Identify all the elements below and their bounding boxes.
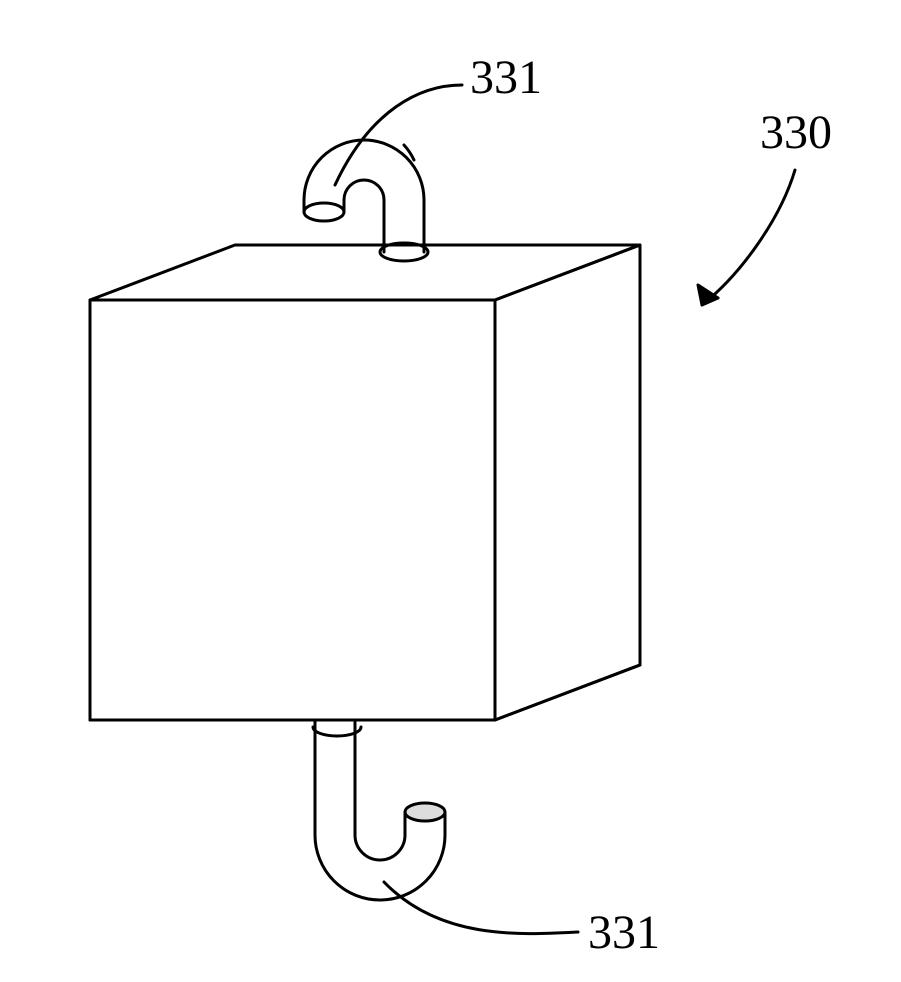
top-hook <box>304 140 424 252</box>
label-330: 330 <box>760 105 832 160</box>
figure-container: 331 330 331 <box>0 0 901 982</box>
label-331-bottom: 331 <box>588 905 660 960</box>
leader-330 <box>698 170 795 305</box>
label-331-top: 331 <box>470 50 542 105</box>
leader-331-top <box>335 85 462 185</box>
block <box>90 243 640 720</box>
bottom-hook <box>313 722 445 900</box>
